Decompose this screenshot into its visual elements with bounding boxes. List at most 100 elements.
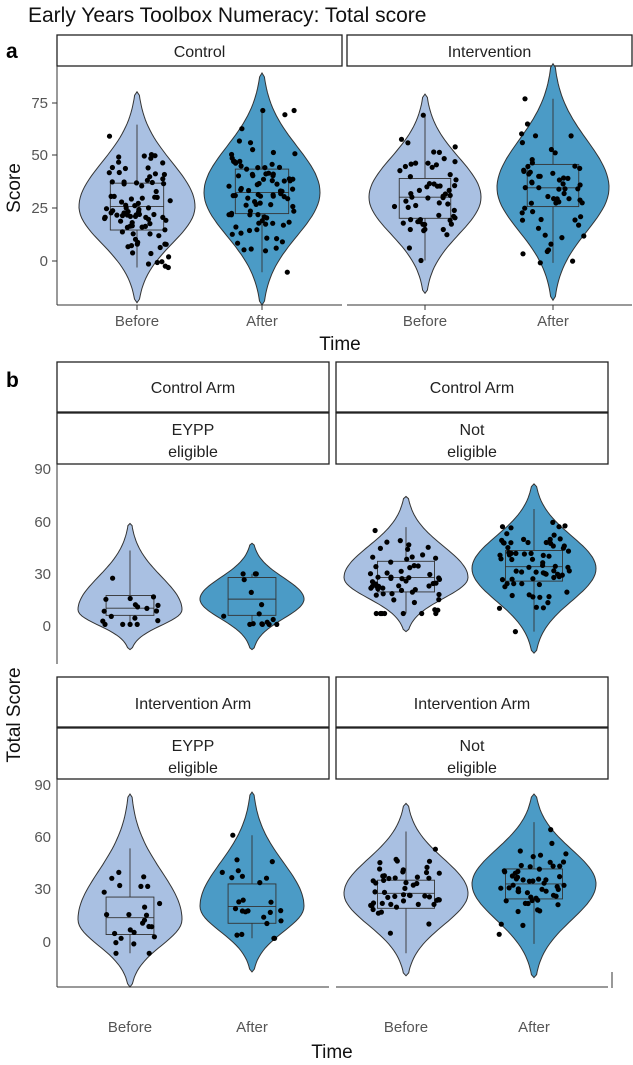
data-point <box>391 203 398 210</box>
data-point <box>241 577 247 583</box>
data-point <box>398 136 405 142</box>
figure-title: Early Years Toolbox Numeracy: Total scor… <box>28 4 426 27</box>
data-point <box>103 596 109 602</box>
data-point <box>384 570 390 576</box>
data-point <box>557 863 563 869</box>
data-point <box>285 196 291 202</box>
data-point <box>161 171 167 178</box>
data-point <box>368 902 374 909</box>
data-point <box>444 232 450 238</box>
data-point <box>257 200 263 206</box>
data-point <box>537 852 544 858</box>
data-point <box>120 621 126 628</box>
data-point <box>411 599 417 606</box>
data-point <box>502 869 508 875</box>
data-point <box>132 236 139 242</box>
data-point <box>517 848 523 854</box>
box-b-0-1 <box>227 577 277 616</box>
data-point <box>134 621 140 628</box>
data-point <box>240 897 246 903</box>
data-point <box>278 908 284 914</box>
data-point <box>499 577 506 583</box>
data-point <box>502 584 508 590</box>
data-point <box>424 184 430 190</box>
data-point <box>277 188 284 194</box>
data-point <box>426 921 432 927</box>
violin-b-3-after <box>471 793 597 979</box>
data-point <box>232 906 239 912</box>
data-point <box>279 239 285 245</box>
box-b-2-1 <box>227 883 277 924</box>
data-point <box>155 618 161 624</box>
data-point <box>274 181 280 187</box>
data-point <box>278 918 284 924</box>
strip-control-arm-eypp-label: Control Arm <box>151 380 235 397</box>
data-point <box>415 563 421 569</box>
data-point <box>519 131 525 137</box>
data-point <box>257 880 263 886</box>
data-point <box>146 950 152 956</box>
data-point <box>270 220 276 226</box>
data-point <box>153 188 159 195</box>
data-point <box>552 563 558 569</box>
data-point <box>167 198 173 204</box>
data-point <box>398 587 405 594</box>
data-point <box>537 173 543 179</box>
data-point <box>140 920 146 926</box>
data-point <box>141 153 147 159</box>
strip-not-eligible-bottom <box>335 727 609 780</box>
data-point <box>112 930 118 937</box>
data-point <box>561 190 567 197</box>
data-point <box>436 597 442 603</box>
data-point <box>149 924 155 930</box>
data-point <box>269 859 275 865</box>
data-point <box>247 208 253 214</box>
data-point <box>548 540 554 547</box>
strip-control-arm-eypp <box>56 361 330 413</box>
data-point <box>533 895 539 901</box>
data-point <box>133 180 140 186</box>
data-point <box>420 552 426 558</box>
data-point <box>513 550 519 557</box>
data-point <box>433 580 439 586</box>
data-point <box>122 165 128 172</box>
data-point <box>434 897 440 903</box>
data-point <box>380 585 386 591</box>
data-point <box>557 874 563 880</box>
data-point <box>527 864 533 870</box>
data-point <box>260 176 267 182</box>
data-point <box>546 553 552 559</box>
data-point <box>407 892 413 899</box>
data-point <box>252 199 258 205</box>
data-point <box>108 613 114 620</box>
data-point <box>508 525 514 531</box>
data-point <box>407 174 413 180</box>
data-point <box>504 531 510 537</box>
strip-control-label: Control <box>174 44 226 61</box>
data-point <box>432 846 438 852</box>
data-point <box>373 880 379 886</box>
data-point <box>238 230 244 236</box>
panel-b-bottom-ytick-0: 0 <box>43 934 51 951</box>
data-point <box>226 183 232 189</box>
data-point <box>375 586 381 592</box>
data-point <box>537 260 543 266</box>
data-point <box>496 931 502 937</box>
data-point <box>525 163 531 170</box>
data-point <box>525 900 531 907</box>
data-point <box>403 198 409 204</box>
violin-layer <box>77 62 610 988</box>
data-point <box>226 212 232 218</box>
data-point <box>424 864 430 871</box>
data-point <box>116 169 122 176</box>
data-point <box>118 935 124 941</box>
data-point <box>101 608 107 614</box>
data-point <box>247 140 254 146</box>
data-point <box>130 250 136 256</box>
data-point <box>409 554 415 560</box>
data-point <box>565 175 571 181</box>
data-point <box>248 589 254 596</box>
data-point <box>286 219 292 225</box>
data-point <box>160 214 166 220</box>
data-point <box>426 875 432 881</box>
